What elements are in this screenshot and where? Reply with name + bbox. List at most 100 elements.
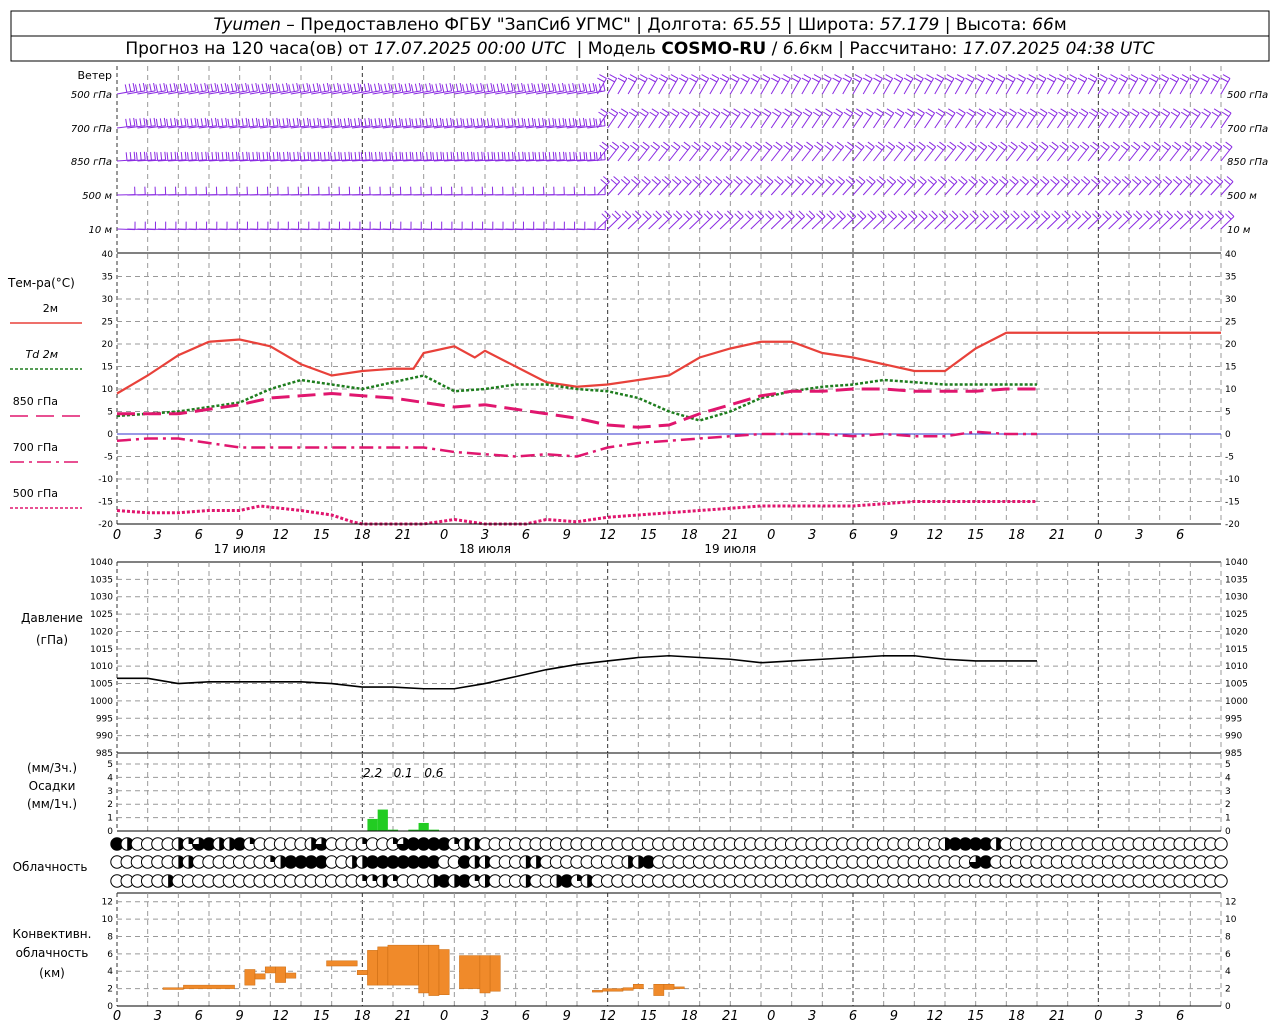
wind-barb-flag [1216,176,1224,183]
wind-barb [985,181,999,196]
wind-barb-flag [672,213,680,220]
wind-barb-flag [563,151,565,160]
wind-barb-flag [699,77,707,83]
wind-barb-flag [155,118,159,127]
wind-barb [658,216,673,230]
wind-barb-flag [793,74,801,79]
wind-barb [617,181,631,196]
wind-barb-flag [711,74,720,79]
wind-barb-flag [761,111,770,117]
wind-barb-flag [643,176,651,183]
wind-barb-flag [895,144,903,151]
wind-barb-flag [1172,108,1181,114]
wind-barb [1005,78,1016,95]
convective-bar [183,984,235,989]
legend-label: 2м [43,302,58,315]
wind-barb [1169,112,1181,129]
wind-barb [668,146,681,162]
wind-barb [1159,181,1173,196]
wind-barb-flag [904,111,913,117]
y-tick-label-right: 10 [1225,915,1237,925]
wind-barb [1220,112,1232,129]
wind-barb [444,125,463,129]
wind-barb [403,90,422,95]
wind-barb-flag [1006,77,1014,83]
wind-barb-flag [1204,213,1211,220]
wind-barb-flag [936,144,944,151]
y-tick-label-left: 10 [102,915,114,925]
wind-barb-flag [395,152,398,161]
wind-barb [127,159,146,162]
wind-barb-flag [665,210,673,217]
wind-barb-flag [492,84,496,93]
wind-barb-flag [180,118,183,127]
wind-barb [484,159,503,162]
wind-barb-flag [292,118,295,127]
wind-barb-flag [864,74,873,79]
wind-barb [913,181,927,196]
wind-barb [913,146,926,162]
wind-level-label-right: 850 гПа [1227,157,1268,168]
wind-barb-flag [610,179,618,185]
wind-barb [1067,181,1081,196]
wind-barb-flag [302,118,306,127]
wind-barb [1077,181,1091,196]
wind-barb [903,216,918,230]
wind-barb-flag [405,118,408,127]
wind-barb-flag [602,82,606,91]
wind-barb-flag [414,83,418,92]
wind-barb-flag [641,108,649,114]
cloud-octa-full [642,855,655,869]
wind-barb-flag [604,210,611,217]
header-segment: 17.07.2025 00:00 UTC [374,39,566,59]
wind-barb [484,90,503,95]
wind-barb [147,125,166,129]
precip-ylabel-1: (мм/3ч.) [27,761,77,775]
x-tick-label-bottom: 6 [849,1009,857,1024]
wind-barb-flag [354,118,357,127]
wind-barb-flag [256,151,259,160]
wind-barb [1179,78,1190,95]
x-tick-label: 0 [1094,528,1102,543]
wind-barb-flag [853,111,862,117]
wind-barb-flag [1112,213,1119,220]
y-tick-label-right: 15 [1225,363,1236,373]
wind-barb-flag [1115,210,1122,217]
wind-barb-flag [588,83,592,92]
wind-barb [1108,146,1121,162]
wind-barb-flag [279,152,281,161]
wind-barb-flag [642,141,650,148]
wind-barb-flag [622,141,630,148]
y-tick-label-left: 1000 [90,697,113,707]
wind-barb-flag [870,210,877,217]
convective-bar [367,950,378,986]
wind-barb-flag [785,141,793,148]
wind-barb-flag [1108,77,1116,83]
wind-barb [249,125,268,129]
wind-barb [832,146,845,162]
wind-barb [760,146,773,162]
cloud-octa [1214,855,1228,869]
wind-barb-flag [145,118,148,127]
wind-barb [372,90,391,95]
wind-barb [413,125,432,129]
wind-barb-flag [956,111,964,117]
wind-barb-flag [721,144,730,151]
wind-barb-flag [312,83,316,92]
wind-barb-flag [733,179,741,185]
wind-barb-flag [521,117,524,126]
wind-barb-flag [582,82,585,91]
wind-barb [811,112,823,129]
wind-barb-flag [377,82,381,91]
wind-barb-flag [907,179,914,185]
wind-barb-flag [903,77,912,83]
wind-barb-flag [1043,210,1051,217]
y-tick-label-left: 5 [107,408,113,418]
precip-bar [408,829,419,831]
wind-barb-flag [887,213,895,220]
wind-barb-flag [989,213,997,220]
convective-bar [285,972,297,979]
wind-barb-flag [169,83,173,92]
wind-barb-flag [1001,176,1009,183]
wind-barb-flag [689,77,697,83]
